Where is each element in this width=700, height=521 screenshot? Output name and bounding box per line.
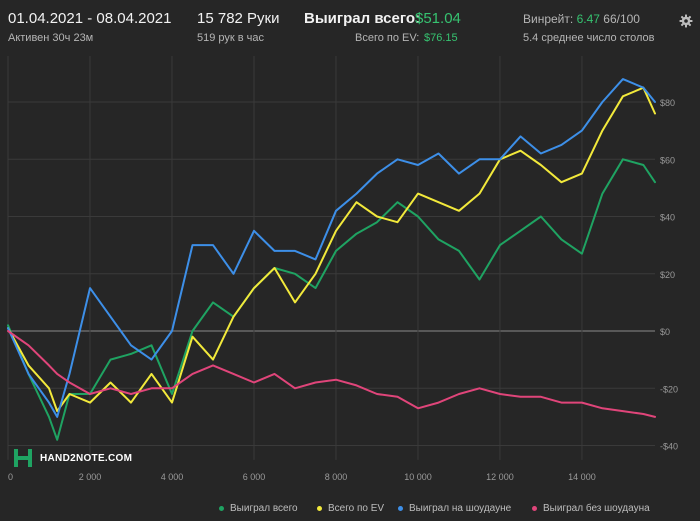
settings-gear-icon[interactable] [679, 14, 693, 28]
hands-per-hour: 519 рук в час [197, 32, 265, 44]
profit-chart: $80 $60 $40 $20 $0 -$20 -$40 0 2 000 4 000 6 000 8 … [7, 56, 678, 482]
hands-count: 15 782 Руки [197, 10, 280, 27]
legend-item-non-showdown: Выиграл без шоудауна [532, 500, 650, 516]
winrate-value: 6.47 [576, 12, 600, 26]
hand2note-logo-icon [14, 449, 32, 467]
series-line-3 [7, 330, 656, 418]
legend-label: Выиграл всего [230, 502, 298, 514]
won-total-label: Выиграл всего: [304, 10, 421, 27]
won-total-value: $51.04 [415, 10, 461, 27]
winrate-suffix: 66/100 [603, 12, 640, 26]
legend-label: Выиграл без шоудауна [543, 502, 650, 514]
y-tick-label: -$20 [660, 384, 678, 394]
series-line-0 [7, 158, 656, 441]
legend-item-showdown: Выиграл на шоудауне [398, 500, 511, 516]
x-tick-label: 2 000 [79, 472, 102, 482]
legend-label: Выиграл на шоудауне [409, 502, 512, 514]
winrate-line: Винрейт: 6.47 66/100 [523, 12, 640, 26]
date-range: 01.04.2021 - 08.04.2021 [8, 10, 172, 27]
legend-item-won-total: Выиграл всего [219, 500, 298, 516]
y-tick-label: $20 [660, 270, 675, 280]
y-tick-label: $0 [660, 327, 670, 337]
x-tick-label: 12 000 [486, 472, 514, 482]
x-tick-label: 14 000 [568, 472, 596, 482]
legend-dot [317, 505, 322, 511]
stats-header: 01.04.2021 - 08.04.2021 Активен 30ч 23м … [0, 0, 700, 50]
y-tick-label: $40 [660, 213, 675, 223]
x-tick-label: 10 000 [404, 472, 432, 482]
legend-dot [532, 505, 537, 511]
legend-dot [219, 505, 224, 511]
hand2note-logo-text: HAND2NOTE.COM [40, 452, 133, 464]
active-time: Активен 30ч 23м [8, 32, 94, 44]
x-tick-label: 0 [8, 472, 13, 482]
ev-total-label: Всего по EV: [355, 32, 420, 44]
y-tick-label: -$40 [660, 442, 678, 452]
x-tick-label: 6 000 [243, 472, 266, 482]
x-tick-label: 4 000 [161, 472, 184, 482]
x-tick-label: 8 000 [325, 472, 348, 482]
legend-label: Всего по EV [328, 502, 385, 514]
hand2note-logo: HAND2NOTE.COM [14, 449, 132, 467]
series-line-1 [7, 86, 656, 413]
legend-item-ev-total: Всего по EV [317, 500, 384, 516]
avg-tables: 5.4 среднее число столов [523, 32, 655, 44]
y-tick-label: $60 [660, 155, 675, 165]
series-line-2 [7, 78, 656, 418]
y-tick-label: $80 [660, 98, 675, 108]
winrate-label: Винрейт: [523, 12, 574, 26]
ev-total-value: $76.15 [424, 32, 458, 44]
legend-dot [398, 505, 403, 511]
